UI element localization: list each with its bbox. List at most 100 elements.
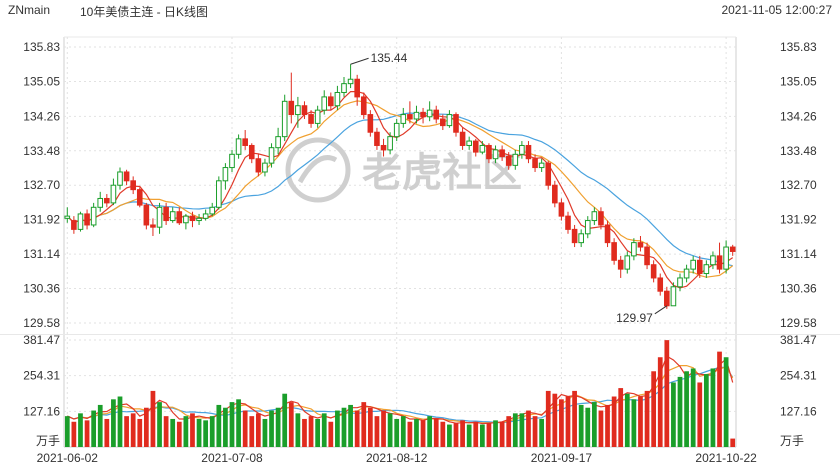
volume-bar xyxy=(631,399,637,447)
candle xyxy=(545,160,552,190)
candle xyxy=(235,134,242,159)
candle-body xyxy=(268,147,275,164)
candle-body xyxy=(130,180,136,191)
volume-bar xyxy=(493,420,498,447)
ma20-line xyxy=(66,112,733,267)
volume-bar xyxy=(717,351,722,447)
candle xyxy=(354,74,360,106)
volume-bar xyxy=(130,413,136,447)
volume-bar xyxy=(348,404,353,447)
volume-bar xyxy=(64,416,70,447)
candle-body xyxy=(657,277,664,292)
volume-bar xyxy=(532,416,538,447)
volume-bar xyxy=(137,418,143,447)
candle xyxy=(459,127,466,150)
candle xyxy=(275,127,281,155)
volume-bar xyxy=(328,421,334,447)
candle-body xyxy=(446,114,453,127)
volume-bar xyxy=(400,416,406,447)
candle xyxy=(308,110,314,128)
candle xyxy=(341,77,347,97)
candle xyxy=(248,143,255,164)
volume-bar xyxy=(644,390,650,447)
volume-bar xyxy=(611,396,617,447)
candle xyxy=(374,127,380,150)
volume-bar xyxy=(572,390,577,447)
date-tick-label: 2021-07-08 xyxy=(201,451,263,465)
candle xyxy=(433,105,440,124)
volume-bar xyxy=(269,410,274,447)
price-tick-left: 133.48 xyxy=(23,144,60,158)
candle xyxy=(413,105,420,124)
price-tick-left: 135.05 xyxy=(23,74,60,88)
candle-body xyxy=(288,100,295,116)
volume-bar xyxy=(288,402,294,447)
candle-body xyxy=(690,259,696,270)
candle xyxy=(163,202,169,225)
candle-body xyxy=(584,220,591,235)
price-tick-left: 129.58 xyxy=(23,316,60,330)
candle xyxy=(117,167,123,190)
volume-bar xyxy=(723,357,729,447)
candle xyxy=(591,207,598,225)
volume-bar xyxy=(664,340,670,447)
candle xyxy=(446,110,453,128)
candle xyxy=(71,216,77,234)
candle xyxy=(196,213,202,225)
candle-body xyxy=(77,213,84,230)
candle-body xyxy=(104,197,110,204)
volume-bar xyxy=(703,374,709,447)
volume-bar xyxy=(255,413,261,447)
candle xyxy=(499,145,505,161)
candle-body xyxy=(440,118,446,127)
candle xyxy=(222,163,229,190)
candle xyxy=(492,145,499,164)
candle xyxy=(453,112,459,137)
candle-body xyxy=(571,228,578,244)
candle-body xyxy=(486,144,492,160)
candle xyxy=(584,216,591,239)
candle xyxy=(123,169,130,186)
candle xyxy=(77,211,84,232)
candle-body xyxy=(347,78,354,85)
candle-body xyxy=(308,114,314,124)
candle-body xyxy=(426,109,433,118)
candle xyxy=(696,255,703,278)
volume-bar xyxy=(578,404,584,447)
volume-bar xyxy=(677,376,683,447)
candle-body xyxy=(117,171,123,186)
volume-bar xyxy=(203,420,209,447)
volume-bar xyxy=(124,416,129,447)
watermark-logo-stroke xyxy=(297,155,338,184)
candle-body xyxy=(255,158,262,173)
volume-bar xyxy=(479,424,485,447)
candle xyxy=(176,207,183,225)
candle-body xyxy=(512,153,519,166)
volume-bar xyxy=(440,421,446,447)
volume-bar xyxy=(565,396,571,447)
candle-body xyxy=(420,111,426,118)
candle-body xyxy=(400,114,407,124)
volume-bar xyxy=(552,393,558,447)
timestamp: 2021-11-05 12:00:27 xyxy=(721,3,832,17)
volume-bar xyxy=(361,402,367,447)
candle xyxy=(255,154,262,177)
candle xyxy=(202,209,209,221)
candle-body xyxy=(644,246,650,266)
candle xyxy=(505,152,512,170)
price-tick-right: 131.14 xyxy=(780,247,817,261)
candle-body xyxy=(538,162,545,169)
date-tick-label: 2021-09-17 xyxy=(531,451,593,465)
moving-average-lines xyxy=(66,90,734,425)
volume-bar xyxy=(512,413,518,447)
candle-body xyxy=(387,136,393,151)
candle-body xyxy=(552,184,558,204)
candle-body xyxy=(183,215,189,224)
candle xyxy=(604,220,611,248)
candle xyxy=(150,218,156,237)
candle-body xyxy=(433,109,440,120)
candle-body xyxy=(275,136,281,149)
volume-unit-right: 万手 xyxy=(780,434,804,448)
candle xyxy=(84,209,90,230)
volume-bar xyxy=(624,393,630,447)
